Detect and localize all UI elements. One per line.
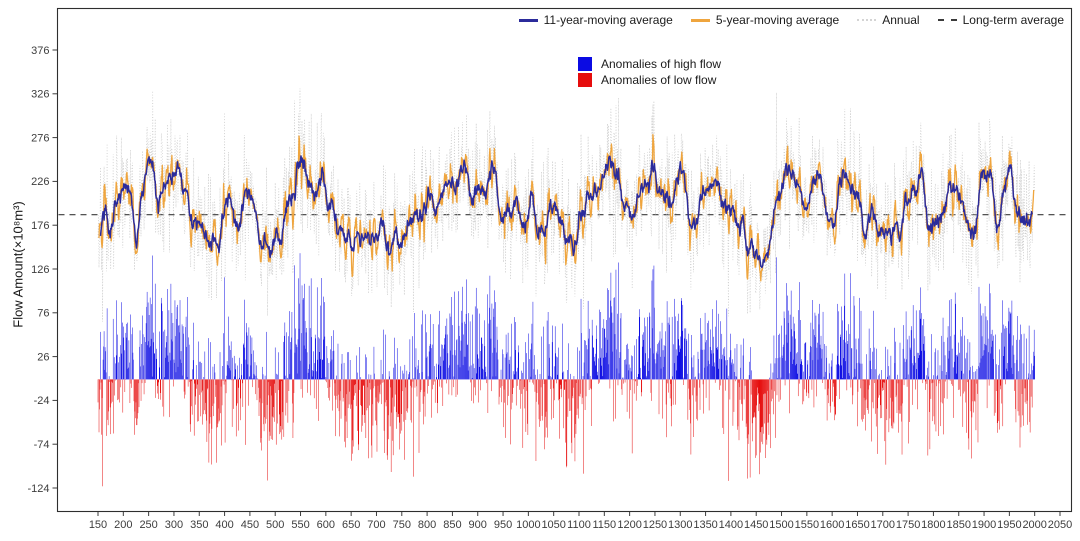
legend-label-low-flow: Anomalies of low flow [601, 73, 717, 87]
high-flow-square-icon [578, 57, 592, 71]
x-tick-label: 1050 [541, 519, 565, 531]
x-tick-label: 1550 [795, 519, 819, 531]
x-tick-label: 650 [342, 519, 360, 531]
legend-item-annual: Annual [857, 13, 920, 27]
legend-lines: 11-year-moving average 5-year-moving ave… [518, 13, 1064, 27]
legend-item-high-flow: Anomalies of high flow [578, 57, 721, 71]
x-tick-label: 500 [266, 519, 284, 531]
panel-border [56, 7, 1073, 513]
y-tick-label: -74 [34, 439, 50, 451]
x-tick-label: 1350 [693, 519, 717, 531]
x-tick-label: 1650 [845, 519, 869, 531]
legend-item-longterm: Long-term average [937, 13, 1064, 27]
ma5-line-key-icon [690, 18, 710, 22]
x-tick-label: 1200 [617, 519, 641, 531]
x-tick-label: 2000 [1022, 519, 1046, 531]
y-tick-label: 76 [37, 308, 49, 320]
x-tick-label: 1850 [946, 519, 970, 531]
y-tick-label: 126 [31, 264, 49, 276]
x-tick-label: 350 [190, 519, 208, 531]
x-tick-label: 1300 [668, 519, 692, 531]
x-tick-label: 1900 [972, 519, 996, 531]
low-flow-anomaly-bars [97, 379, 1033, 487]
low-flow-square-icon [578, 73, 592, 87]
x-tick-label: 800 [418, 519, 436, 531]
y-tick-label: -124 [27, 483, 49, 495]
y-axis-title: Flow Amount(×10⁸m³) [10, 201, 26, 328]
legend-label-high-flow: Anomalies of high flow [601, 57, 722, 71]
x-tick-label: 1400 [719, 519, 743, 531]
x-tick-label: 1250 [643, 519, 667, 531]
legend-anomalies: Anomalies of high flow Anomalies of low … [578, 57, 721, 87]
x-tick-label: 450 [241, 519, 259, 531]
x-tick-label: 1800 [921, 519, 945, 531]
x-tick-label: 1150 [592, 519, 616, 531]
y-tick-label: -24 [34, 395, 50, 407]
long-term-average-key-icon [937, 19, 957, 21]
x-tick-label: 1700 [871, 519, 895, 531]
x-axis: 150 200 250 300 350 400 450 500 550 600 650 700 750 8… [89, 511, 1072, 531]
x-tick-label: 850 [443, 519, 461, 531]
x-tick-label: 1750 [896, 519, 920, 531]
y-tick-label: 276 [31, 132, 49, 144]
y-tick-label: 176 [31, 220, 49, 232]
legend-label-ma5: 5-year-moving average [715, 13, 840, 27]
y-axis: -124 -74 -24 26 76 126 176 226 276 326 376 [27, 45, 58, 495]
legend-label-ma11: 11-year-moving average [543, 13, 673, 27]
y-tick-label: 326 [31, 89, 49, 101]
x-tick-label: 200 [114, 519, 132, 531]
annual-line-key-icon [857, 19, 877, 21]
x-tick-label: 250 [139, 519, 157, 531]
y-tick-label: 226 [31, 176, 49, 188]
x-tick-label: 750 [393, 519, 411, 531]
x-tick-label: 900 [469, 519, 487, 531]
x-tick-label: 1950 [997, 519, 1021, 531]
ma11-line-key-icon [518, 18, 538, 22]
legend-item-ma11: 11-year-moving average [518, 13, 673, 27]
x-tick-label: 400 [215, 519, 233, 531]
y-tick-label: 26 [37, 351, 49, 363]
x-tick-label: 1000 [516, 519, 540, 531]
x-tick-label: 150 [89, 519, 107, 531]
legend-label-annual: Annual [882, 13, 920, 27]
x-tick-label: 1600 [820, 519, 844, 531]
y-tick-label: 376 [31, 45, 49, 57]
legend-label-longterm: Long-term average [962, 13, 1064, 27]
x-tick-label: 950 [494, 519, 512, 531]
x-tick-label: 1500 [769, 519, 793, 531]
ma11-series-line [99, 155, 1033, 269]
high-flow-anomaly-bars [100, 253, 1035, 380]
x-tick-label: 300 [165, 519, 183, 531]
x-tick-label: 2050 [1048, 519, 1072, 531]
x-tick-label: 1450 [744, 519, 768, 531]
legend-item-ma5: 5-year-moving average [690, 13, 840, 27]
x-tick-label: 1100 [567, 519, 591, 531]
x-tick-label: 700 [367, 519, 385, 531]
x-tick-label: 550 [291, 519, 309, 531]
x-tick-label: 600 [317, 519, 335, 531]
annual-series-line [97, 88, 1036, 322]
legend-item-low-flow: Anomalies of low flow [578, 73, 721, 87]
